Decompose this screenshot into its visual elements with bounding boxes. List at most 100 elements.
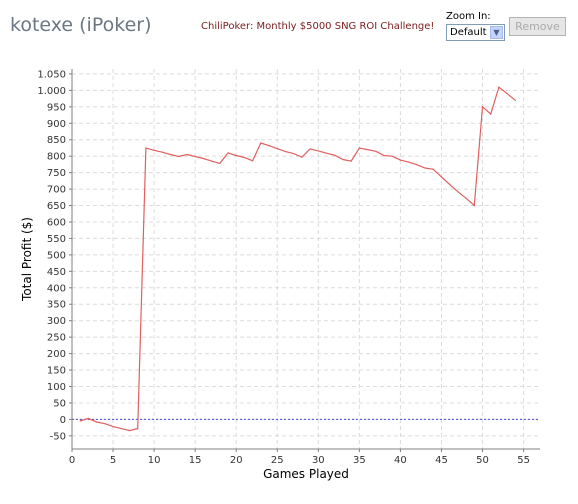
- data-point: [317, 150, 319, 152]
- y-tick-label: 600: [47, 217, 66, 228]
- data-point: [358, 147, 360, 149]
- data-point: [87, 417, 90, 420]
- y-tick-label: 50: [53, 398, 66, 409]
- y-tick-label: 1.050: [37, 69, 66, 80]
- y-tick-label: 200: [47, 349, 66, 360]
- page-title: kotexe (iPoker): [10, 14, 152, 36]
- data-point: [169, 153, 172, 156]
- y-tick-label: 0: [60, 415, 66, 426]
- data-point: [342, 158, 344, 161]
- data-point: [457, 191, 459, 193]
- y-tick-label: 650: [47, 201, 66, 212]
- x-tick-label: 30: [312, 455, 325, 466]
- zoom-select-value: Default: [450, 27, 487, 38]
- x-tick-label: 35: [353, 455, 366, 466]
- data-point: [440, 176, 443, 178]
- y-tick-label: -50: [50, 431, 66, 442]
- data-point: [481, 106, 484, 108]
- y-tick-label: 750: [47, 168, 66, 179]
- data-point: [424, 167, 426, 169]
- data-point: [186, 153, 188, 156]
- data-point: [112, 426, 114, 428]
- data-point: [96, 421, 98, 423]
- data-point: [514, 99, 516, 101]
- data-point: [128, 429, 131, 432]
- y-tick-label: 350: [47, 300, 66, 311]
- y-tick-label: 950: [47, 102, 66, 113]
- data-point: [202, 157, 204, 160]
- data-point: [137, 428, 139, 430]
- zoom-select[interactable]: Default ▼: [446, 24, 505, 41]
- y-tick-label: 300: [47, 316, 66, 327]
- data-point: [120, 428, 122, 430]
- y-tick-label: 250: [47, 333, 66, 344]
- y-tick-label: 850: [47, 135, 66, 146]
- data-point: [79, 420, 81, 422]
- data-point: [399, 159, 402, 161]
- y-tick-label: 450: [47, 267, 66, 278]
- data-point: [490, 113, 492, 115]
- y-tick-label: 550: [47, 234, 66, 245]
- data-point: [432, 168, 434, 170]
- data-point: [293, 152, 295, 155]
- x-tick-label: 0: [69, 455, 75, 466]
- plot-area: [72, 69, 540, 449]
- data-point: [145, 147, 147, 149]
- x-tick-label: 40: [394, 455, 407, 466]
- data-point: [506, 93, 508, 95]
- data-point: [153, 149, 155, 151]
- x-tick-label: 50: [476, 455, 489, 466]
- x-tick-label: 10: [148, 455, 161, 466]
- data-point: [416, 164, 418, 166]
- data-point: [465, 197, 467, 199]
- x-tick-label: 55: [517, 455, 530, 466]
- y-tick-label: 900: [47, 119, 66, 130]
- data-point: [227, 152, 229, 154]
- data-point: [391, 155, 393, 157]
- y-tick-label: 700: [47, 185, 66, 196]
- data-point: [276, 148, 278, 150]
- x-tick-label: 5: [110, 455, 116, 466]
- data-point: [243, 156, 246, 159]
- data-point: [235, 154, 237, 157]
- data-point: [284, 150, 287, 153]
- data-point: [449, 183, 451, 186]
- zoom-label: Zoom In:: [446, 11, 491, 22]
- data-point: [260, 142, 262, 144]
- y-tick-label: 150: [47, 366, 66, 377]
- y-axis-label: Total Profit ($): [20, 217, 34, 302]
- y-tick-label: 400: [47, 283, 66, 294]
- data-point: [473, 204, 475, 207]
- data-point: [325, 152, 328, 154]
- chevron-down-icon[interactable]: ▼: [490, 26, 503, 39]
- x-tick-label: 45: [435, 455, 448, 466]
- challenge-link[interactable]: ChiliPoker: Monthly $5000 SNG ROI Challe…: [201, 21, 435, 32]
- data-point: [104, 423, 106, 425]
- data-point: [252, 160, 254, 162]
- data-point: [375, 150, 377, 152]
- x-axis-label: Games Played: [263, 467, 349, 481]
- remove-button[interactable]: Remove: [509, 17, 566, 36]
- data-point: [408, 161, 410, 163]
- y-tick-label: 800: [47, 152, 66, 163]
- data-point: [219, 162, 221, 165]
- data-point: [383, 154, 385, 157]
- data-point: [194, 155, 196, 158]
- profit-series-line: [80, 86, 516, 432]
- x-tick-label: 25: [271, 455, 284, 466]
- data-point: [350, 160, 352, 162]
- data-point: [309, 148, 311, 150]
- y-tick-label: 100: [47, 382, 66, 393]
- x-tick-label: 15: [189, 455, 202, 466]
- data-point: [178, 155, 180, 158]
- data-point: [498, 86, 500, 88]
- data-point: [301, 156, 303, 158]
- data-point: [268, 145, 270, 147]
- data-point: [334, 154, 336, 156]
- y-tick-label: 1.000: [37, 86, 66, 97]
- y-tick-label: 500: [47, 250, 66, 261]
- x-tick-label: 20: [230, 455, 243, 466]
- data-point: [210, 160, 213, 162]
- data-point: [161, 151, 163, 153]
